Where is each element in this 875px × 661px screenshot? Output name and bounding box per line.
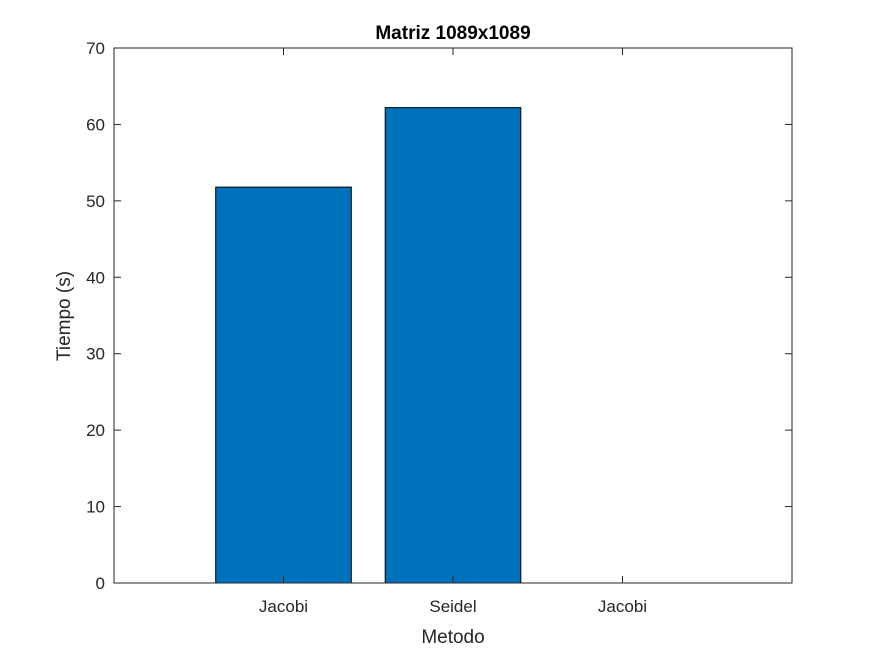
y-tick-label: 0 bbox=[96, 574, 105, 593]
x-tick-label: Seidel bbox=[429, 597, 476, 616]
x-axis: Jacobi Seidel Jacobi bbox=[259, 48, 647, 616]
bar-jacobi bbox=[215, 186, 352, 584]
bars bbox=[215, 107, 522, 584]
x-tick-label: Jacobi bbox=[259, 597, 308, 616]
bar-seidel bbox=[384, 107, 522, 584]
y-tick-label: 40 bbox=[86, 268, 105, 287]
y-tick-label: 10 bbox=[86, 498, 105, 517]
x-axis-title: Metodo bbox=[421, 627, 484, 648]
y-tick-label: 30 bbox=[86, 345, 105, 364]
y-tick-label: 70 bbox=[86, 39, 105, 58]
y-tick-label: 50 bbox=[86, 192, 105, 211]
y-tick-label: 20 bbox=[86, 421, 105, 440]
y-axis: 0 10 20 30 40 50 60 70 bbox=[86, 39, 792, 593]
y-axis-title: Tiempo (s) bbox=[54, 271, 75, 361]
chart-title: Matriz 1089x1089 bbox=[375, 23, 530, 44]
y-tick-label: 60 bbox=[86, 115, 105, 134]
x-tick-label: Jacobi bbox=[598, 597, 647, 616]
